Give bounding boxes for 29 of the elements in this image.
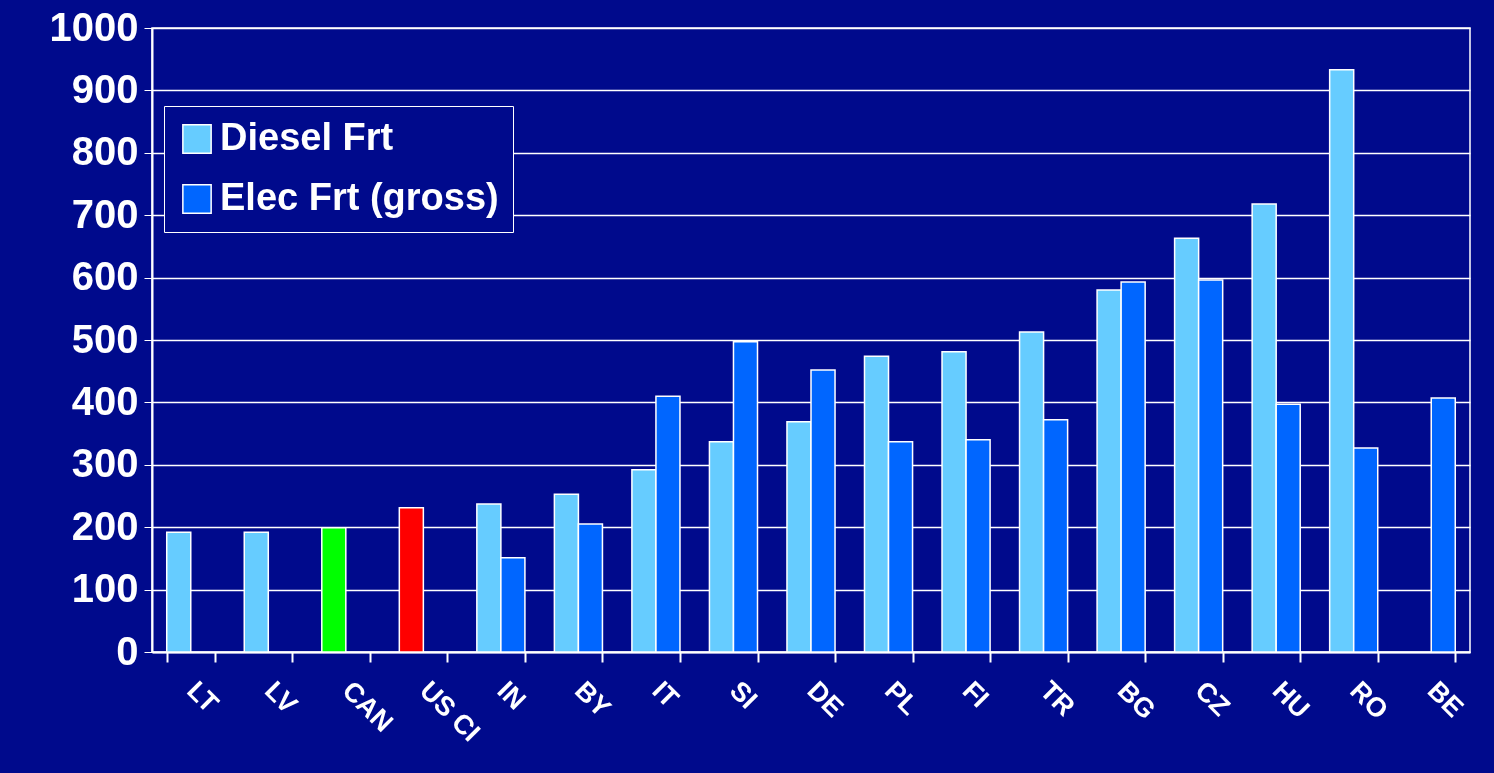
y-tick-label: 900 (71, 66, 139, 111)
y-tick-label: 200 (71, 503, 139, 548)
x-tick-label: LT (181, 675, 225, 719)
y-tick-label: 0 (116, 628, 139, 673)
x-tick-label: IT (646, 675, 686, 714)
x-tick-label: PL (879, 675, 925, 721)
y-tick-label: 1000 (49, 4, 139, 49)
x-tick-label: FI (956, 675, 995, 714)
x-tick-label: IN (491, 675, 532, 716)
x-tick-label: HU (1266, 675, 1316, 724)
x-tick-label: US CI (413, 675, 487, 748)
legend-label: Diesel Frt (220, 116, 394, 158)
y-tick-label: 700 (71, 191, 139, 236)
x-tick-label: SI (724, 675, 764, 715)
x-tick-label: BE (1421, 675, 1470, 723)
y-tick-label: 100 (71, 566, 139, 611)
x-tick-label: TR (1034, 675, 1081, 722)
x-tick-label: BG (1111, 675, 1162, 726)
y-tick-label: 500 (71, 316, 139, 361)
x-tick-label: LV (258, 675, 304, 720)
x-tick-label: CZ (1189, 675, 1236, 722)
y-tick-label: 600 (71, 254, 139, 299)
legend-label: Elec Frt (gross) (220, 176, 499, 218)
x-tick-label: RO (1344, 675, 1395, 726)
x-tick-label: BY (569, 675, 617, 723)
y-tick-label: 800 (71, 129, 139, 174)
x-tick-label: DE (801, 675, 850, 723)
y-tick-label: 400 (71, 378, 139, 423)
y-tick-label: 300 (71, 441, 139, 486)
